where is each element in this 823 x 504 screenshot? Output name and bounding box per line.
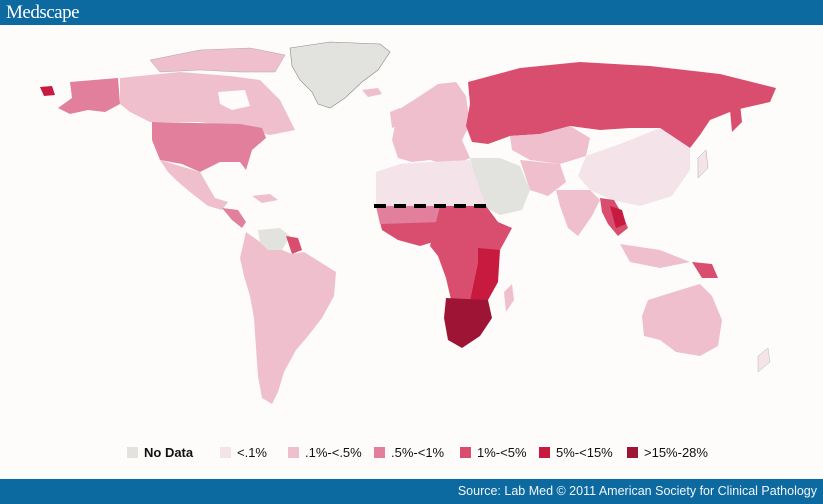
region-guyana — [286, 236, 302, 254]
region-iran — [520, 160, 566, 196]
region-north-africa — [376, 160, 486, 206]
footer-bar: Source: Lab Med © 2011 American Society … — [0, 479, 823, 504]
region-caribbean — [252, 194, 278, 203]
legend-item-5-to-15: 5%-<15% — [539, 444, 613, 460]
legend-item-0-1-to-0-5: .1%-<.5% — [288, 444, 362, 460]
medscape-logo[interactable]: Medscape — [6, 2, 80, 23]
region-japan — [697, 149, 709, 179]
region-madagascar — [504, 284, 514, 312]
legend-item-15-to-28: >15%-28% — [627, 444, 708, 460]
legend-swatch-icon — [288, 446, 299, 458]
world-map — [40, 41, 776, 404]
region-europe — [392, 82, 470, 166]
header-bar: Medscape — [0, 0, 823, 25]
region-alaska — [58, 78, 120, 114]
region-usa — [152, 122, 266, 172]
legend-item-lt-0-1: <.1% — [220, 444, 267, 460]
legend-swatch-icon — [460, 446, 471, 458]
region-kamchatka — [730, 104, 742, 132]
region-southern-africa — [444, 298, 492, 348]
region-sahel — [376, 206, 440, 224]
region-uk — [390, 108, 402, 128]
region-aleutians — [40, 86, 55, 96]
legend-swatch-icon — [220, 446, 231, 458]
legend-swatch-icon — [127, 446, 138, 458]
region-china — [578, 128, 690, 206]
legend-swatch-icon — [539, 446, 550, 458]
region-papua-new-guinea — [692, 262, 718, 278]
region-greenland — [289, 41, 391, 109]
region-central-america — [222, 208, 246, 228]
region-india — [556, 190, 600, 236]
legend-item-1-to-5: 1%-<5% — [460, 444, 527, 460]
region-iceland — [362, 88, 382, 97]
region-indonesia — [620, 244, 690, 268]
legend-swatch-icon — [627, 446, 638, 458]
region-south-america — [240, 232, 336, 404]
region-australia — [642, 284, 722, 356]
region-new-zealand — [757, 347, 771, 373]
map-legend: No Data <.1% .1%-<.5% .5%-<1% 1%-<5% 5%-… — [0, 440, 823, 464]
legend-item-no-data: No Data — [127, 444, 193, 460]
region-canada — [120, 72, 295, 135]
region-central-africa — [430, 206, 512, 304]
region-venezuela — [258, 228, 290, 250]
source-credit: Source: Lab Med © 2011 American Society … — [457, 484, 817, 498]
region-thailand — [610, 206, 626, 228]
region-middle-east — [470, 158, 530, 215]
region-central-asia — [510, 126, 590, 164]
legend-item-0-5-to-1: .5%-<1% — [374, 444, 444, 460]
region-russia — [466, 62, 776, 148]
region-canada-islands — [149, 47, 286, 73]
legend-swatch-icon — [374, 446, 385, 458]
region-east-africa — [470, 248, 500, 300]
region-mexico — [160, 160, 228, 210]
